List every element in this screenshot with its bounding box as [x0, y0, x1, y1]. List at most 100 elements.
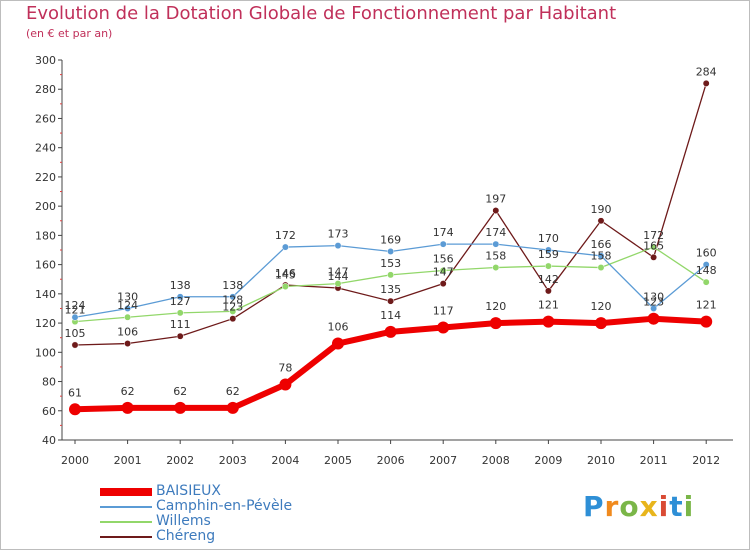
data-point-willems: [544, 262, 552, 270]
data-label-willems: 148: [696, 264, 717, 277]
legend-label: Willems: [156, 513, 211, 529]
legend-swatch: [100, 484, 152, 499]
data-label-baisieux: 62: [226, 385, 240, 398]
data-point-willems: [387, 271, 395, 279]
data-label-willems: 124: [117, 299, 138, 312]
data-label-camphin-en-p-v-le: 138: [170, 279, 191, 292]
y-tick-label: 280: [35, 83, 56, 96]
x-tick-label: 2010: [587, 454, 615, 467]
logo-letter: x: [639, 490, 659, 523]
logo-letter: P: [583, 490, 605, 523]
data-label-cherreng: 144: [328, 270, 349, 283]
data-point-willems: [229, 307, 237, 315]
logo-letter: r: [604, 490, 620, 523]
x-tick-label: 2004: [271, 454, 299, 467]
data-point-willems: [650, 243, 658, 251]
data-point-willems: [124, 313, 132, 321]
data-label-cherreng: 284: [696, 65, 717, 78]
data-point-cherreng: [439, 280, 447, 288]
data-label-cherreng: 142: [538, 273, 559, 286]
data-point-cherreng: [124, 340, 132, 347]
data-label-camphin-en-p-v-le: 124: [65, 299, 86, 312]
data-point-willems: [702, 278, 710, 286]
logo-letter: i: [683, 490, 695, 523]
data-point-willems: [334, 280, 342, 288]
data-label-willems: 159: [538, 248, 559, 261]
data-point-baisieux: [69, 403, 81, 416]
data-point-baisieux: [332, 337, 344, 350]
x-tick-label: 2005: [324, 454, 352, 467]
logo-letter: i: [658, 490, 670, 523]
data-point-baisieux: [121, 401, 134, 414]
data-label-camphin-en-p-v-le: 173: [328, 228, 349, 241]
series-layer: [69, 79, 713, 416]
data-point-cherreng: [597, 217, 605, 225]
legend-label: Chéreng: [156, 528, 216, 544]
data-label-camphin-en-p-v-le: 172: [275, 229, 296, 242]
data-label-baisieux: 61: [68, 386, 82, 399]
data-label-baisieux: 121: [696, 299, 717, 312]
data-label-baisieux: 120: [591, 300, 612, 313]
data-label-baisieux: 121: [538, 299, 559, 312]
data-label-cherreng: 135: [380, 283, 401, 296]
data-point-baisieux: [647, 312, 660, 325]
y-tick-label: 240: [35, 142, 56, 155]
data-label-camphin-en-p-v-le: 174: [485, 226, 506, 239]
data-point-willems: [176, 309, 184, 317]
data-point-camphin-en-p-v-le: [702, 261, 710, 269]
data-point-camphin-en-p-v-le: [124, 305, 132, 312]
legend-swatch: [100, 514, 152, 529]
y-tick-label: 160: [35, 259, 56, 272]
y-tick-label: 220: [35, 171, 56, 184]
data-point-baisieux: [542, 315, 555, 328]
data-point-baisieux: [384, 325, 397, 338]
data-label-baisieux: 117: [433, 304, 454, 317]
data-label-camphin-en-p-v-le: 169: [380, 233, 401, 246]
data-label-baisieux: 120: [485, 300, 506, 313]
data-label-cherreng: 147: [433, 266, 454, 279]
data-point-cherreng: [176, 332, 184, 340]
data-point-cherreng: [229, 315, 237, 323]
data-labels: 105 106 111 123 146 144 135 147 197 142 190 165 284 1…: [65, 65, 717, 399]
axes: 40 60 80 100 120 140 160 180 200 220 240 260 280 300 2…: [35, 54, 733, 467]
data-label-camphin-en-p-v-le: 130: [117, 290, 138, 303]
data-label-camphin-en-p-v-le: 130: [643, 290, 664, 303]
data-point-willems: [492, 264, 500, 271]
x-tick-label: 2000: [61, 454, 89, 467]
logo-letter: o: [619, 490, 640, 523]
data-label-willems: 145: [275, 269, 296, 282]
data-point-camphin-en-p-v-le: [176, 293, 184, 301]
x-tick-label: 2009: [534, 454, 562, 467]
y-tick-label: 180: [35, 229, 56, 242]
x-tick-label: 2007: [429, 454, 457, 467]
data-point-cherreng: [544, 287, 552, 295]
data-label-willems: 147: [328, 266, 349, 279]
data-label-willems: 156: [433, 252, 454, 265]
data-label-cherreng: 197: [485, 193, 506, 206]
legend-swatch: [100, 529, 152, 544]
data-point-camphin-en-p-v-le: [229, 293, 237, 301]
y-tick-label: 260: [35, 112, 56, 125]
data-point-baisieux: [174, 401, 187, 414]
data-point-cherreng: [387, 297, 395, 305]
data-label-cherreng: 111: [170, 318, 191, 331]
y-tick-label: 60: [42, 405, 56, 418]
chart-subtitle: (en € et par an): [26, 27, 113, 40]
proxiti-logo: Proxiti: [583, 490, 694, 523]
data-label-cherreng: 123: [222, 301, 243, 314]
legend-label: Camphin-en-Pévèle: [156, 498, 293, 514]
data-label-cherreng: 165: [643, 239, 664, 252]
data-point-cherreng: [650, 253, 658, 261]
y-tick-label: 140: [35, 288, 56, 301]
data-point-willems: [281, 283, 289, 290]
y-tick-label: 200: [35, 200, 56, 213]
data-label-baisieux: 106: [328, 321, 349, 334]
data-label-camphin-en-p-v-le: 166: [591, 238, 612, 251]
data-label-camphin-en-p-v-le: 138: [222, 279, 243, 292]
data-point-willems: [439, 267, 447, 274]
data-label-willems: 128: [222, 293, 243, 306]
y-tick-label: 100: [35, 346, 56, 359]
data-label-baisieux: 62: [121, 385, 135, 398]
